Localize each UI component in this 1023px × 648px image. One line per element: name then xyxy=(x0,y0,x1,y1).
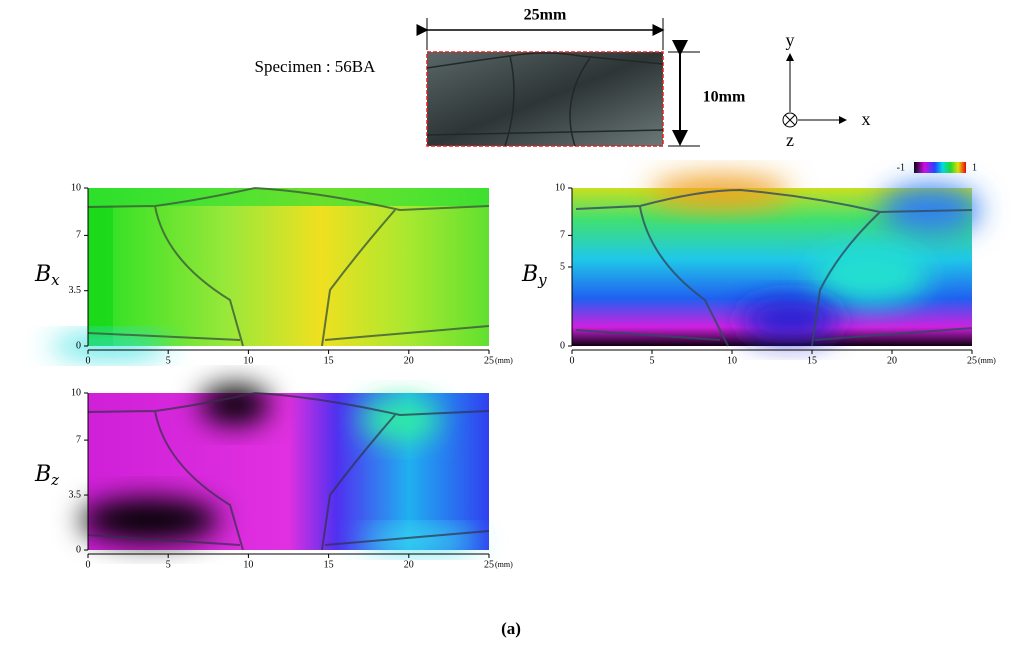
x-tick-label: 0 xyxy=(86,355,91,366)
x-tick-label: 15 xyxy=(807,355,817,366)
x-tick-label: 0 xyxy=(86,559,91,570)
y-tick-label: 3.5 xyxy=(69,489,82,500)
y-tick-label: 7 xyxy=(76,434,81,445)
x-tick-label: 25 xyxy=(484,559,494,570)
x-tick-label: 5 xyxy=(166,559,171,570)
x-tick-label: 5 xyxy=(650,355,655,366)
weld-outline xyxy=(87,391,490,551)
y-tick-label: 10 xyxy=(71,182,81,193)
x-tick-label: 10 xyxy=(243,355,253,366)
heatmaps xyxy=(50,176,980,551)
colorbar xyxy=(914,162,966,173)
y-tick-label: 5 xyxy=(560,261,565,272)
colorbar-min: -1 xyxy=(897,162,905,173)
panel-label-subscript: z xyxy=(50,471,59,489)
x-tick-label: 25 xyxy=(484,355,494,366)
axis-y: y xyxy=(786,30,795,50)
x-tick-label: 15 xyxy=(324,355,334,366)
x-tick-label: 0 xyxy=(570,355,575,366)
weld-outline xyxy=(87,186,490,347)
panel-label-main: B xyxy=(34,262,51,287)
heatmap-bz xyxy=(80,385,489,550)
specimen-label: Specimen : 56BA xyxy=(255,57,377,76)
y-tick-label: 7 xyxy=(560,230,565,241)
y-tick-label: 3.5 xyxy=(69,285,82,296)
heatmap-by xyxy=(572,176,980,346)
weld-outline xyxy=(426,52,664,147)
y-tick-label: 0 xyxy=(76,340,81,351)
panel-label-subscript: y xyxy=(537,271,547,289)
x-tick-label: 15 xyxy=(324,559,334,570)
panel-label: By xyxy=(521,262,547,289)
unit-label: (mm) xyxy=(495,356,513,365)
axis-x: x xyxy=(862,109,871,129)
x-tick-label: 20 xyxy=(404,355,414,366)
y-tick-label: 10 xyxy=(555,182,565,193)
panel-label-main: B xyxy=(521,262,538,287)
x-tick-label: 25 xyxy=(967,355,977,366)
panel-label-subscript: x xyxy=(51,271,60,289)
z-axis-cross xyxy=(784,114,796,126)
width-label: 25mm xyxy=(524,7,567,24)
x-tick-label: 10 xyxy=(243,559,253,570)
x-tick-label: 20 xyxy=(404,559,414,570)
z-axis-symbol xyxy=(782,112,798,128)
x-tick-label: 5 xyxy=(166,355,171,366)
panel-label: Bx xyxy=(34,262,60,289)
y-tick-label: 0 xyxy=(560,340,565,351)
unit-label: (mm) xyxy=(978,356,996,365)
unit-label: (mm) xyxy=(495,560,513,569)
weld-outline xyxy=(575,188,973,347)
y-tick-label: 0 xyxy=(76,544,81,555)
x-tick-label: 20 xyxy=(887,355,897,366)
x-tick-label: 10 xyxy=(727,355,737,366)
panel-label-main: B xyxy=(34,462,51,487)
y-tick-label: 7 xyxy=(76,230,81,241)
caption: (a) xyxy=(501,619,521,638)
colorbar-max: 1 xyxy=(972,162,977,173)
panel-label: Bz xyxy=(34,462,59,489)
axis-z: z xyxy=(786,130,794,150)
y-tick-label: 10 xyxy=(71,387,81,398)
height-label: 10mm xyxy=(703,89,746,106)
heatmap-bx xyxy=(50,188,489,356)
